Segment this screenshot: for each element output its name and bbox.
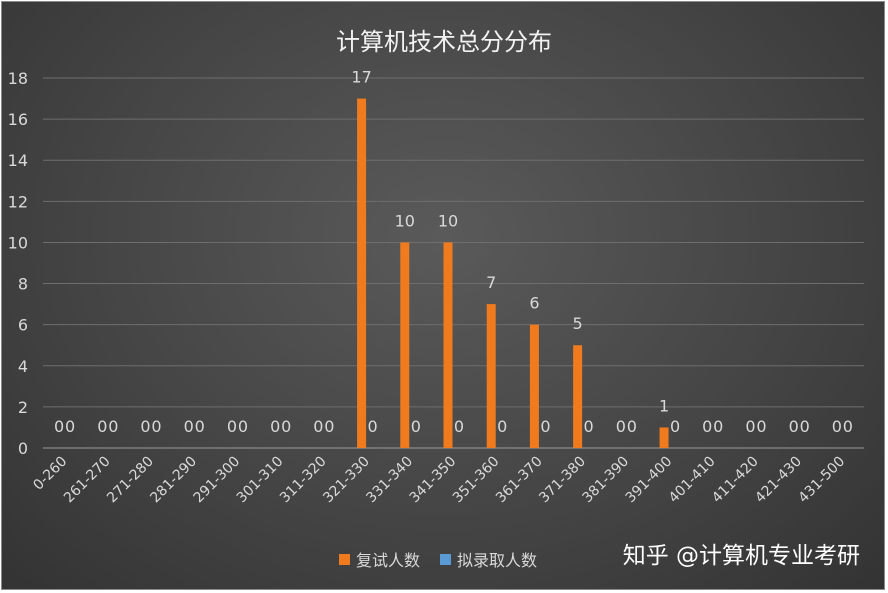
legend-swatch-secondary [440,554,451,565]
data-label-primary: 0 [616,417,626,436]
data-label-secondary: 0 [324,417,334,436]
legend: 复试人数 拟录取人数 [339,551,537,570]
data-label-secondary: 0 [713,417,723,436]
data-label-primary: 10 [438,211,458,230]
data-label-secondary: 0 [800,417,810,436]
data-label-secondary: 0 [756,417,766,436]
x-tick-label: 381-390 [579,454,632,507]
data-label-secondary: 0 [238,417,248,436]
x-axis: 0-260261-270271-280281-290291-300301-310… [30,454,848,507]
watermark: 知乎 @计算机专业考研 [623,543,860,569]
legend-swatch-primary [339,554,350,565]
x-tick-label: 341-350 [407,454,460,507]
x-tick-label: 321-330 [320,454,373,507]
data-label-primary: 5 [573,314,583,333]
x-tick-label: 401-410 [666,454,719,507]
data-label-primary: 0 [227,417,237,436]
x-tick-label: 411-420 [709,454,762,507]
legend-label-primary: 复试人数 [356,551,420,570]
data-label-secondary: 0 [108,417,118,436]
data-label-secondary: 0 [497,417,507,436]
data-label-primary: 0 [184,417,194,436]
bar-primary [659,427,669,448]
data-label-primary: 0 [745,417,755,436]
data-label-primary: 1 [659,396,669,415]
x-tick-label: 291-300 [191,454,244,507]
x-tick-label: 371-380 [536,454,589,507]
data-label-primary: 10 [395,211,415,230]
data-label-secondary: 0 [195,417,205,436]
x-tick-label: 271-280 [104,454,157,507]
bar-primary [400,242,410,448]
legend-label-secondary: 拟录取人数 [457,551,537,570]
x-tick-label: 361-370 [493,454,546,507]
data-label-secondary: 0 [843,417,853,436]
data-label-secondary: 0 [65,417,75,436]
grid-lines [43,77,864,449]
data-label-primary: 0 [789,417,799,436]
x-tick-label: 0-260 [30,454,70,494]
data-label-secondary: 0 [281,417,291,436]
x-tick-label: 311-320 [277,454,330,507]
data-label-primary: 17 [351,68,371,87]
bar-primary [357,98,367,449]
data-label-primary: 6 [529,294,539,313]
x-tick-label: 331-340 [363,454,416,507]
data-label-secondary: 0 [151,417,161,436]
y-tick-label: 8 [18,275,28,294]
y-tick-label: 4 [18,357,28,376]
data-label-primary: 0 [140,417,150,436]
data-label-secondary: 0 [540,417,550,436]
y-tick-label: 18 [8,69,28,88]
bar-primary [443,242,453,448]
x-tick-label: 281-290 [147,454,200,507]
data-label-secondary: 0 [584,417,594,436]
bar-series [357,98,669,449]
y-tick-label: 10 [8,233,28,252]
y-axis: 0 2 4 6 8 10 12 14 16 18 [8,69,28,458]
y-tick-label: 12 [8,192,28,211]
data-label-primary: 0 [832,417,842,436]
bar-primary [486,304,496,448]
x-tick-label: 431-500 [796,454,849,507]
x-tick-label: 301-310 [234,454,287,507]
bar-primary [573,345,583,448]
x-tick-label: 261-270 [61,454,114,507]
y-tick-label: 16 [8,110,28,129]
x-tick-label: 421-430 [752,454,805,507]
data-label-primary: 0 [313,417,323,436]
data-label-secondary: 0 [411,417,421,436]
data-label-secondary: 0 [670,417,680,436]
data-label-secondary: 0 [367,417,377,436]
y-tick-label: 6 [18,316,28,335]
data-label-secondary: 0 [454,417,464,436]
y-tick-label: 14 [8,151,28,170]
data-label-primary: 7 [486,273,496,292]
data-label-secondary: 0 [627,417,637,436]
data-label-primary: 0 [702,417,712,436]
data-label-primary: 0 [97,417,107,436]
y-tick-label: 2 [18,398,28,417]
x-tick-label: 351-360 [450,454,503,507]
x-tick-label: 391-400 [623,454,676,507]
data-label-primary: 0 [270,417,280,436]
y-tick-label: 0 [18,439,28,458]
chart-title: 计算机技术总分分布 [336,28,552,56]
data-label-primary: 0 [54,417,64,436]
bar-primary [529,324,539,448]
